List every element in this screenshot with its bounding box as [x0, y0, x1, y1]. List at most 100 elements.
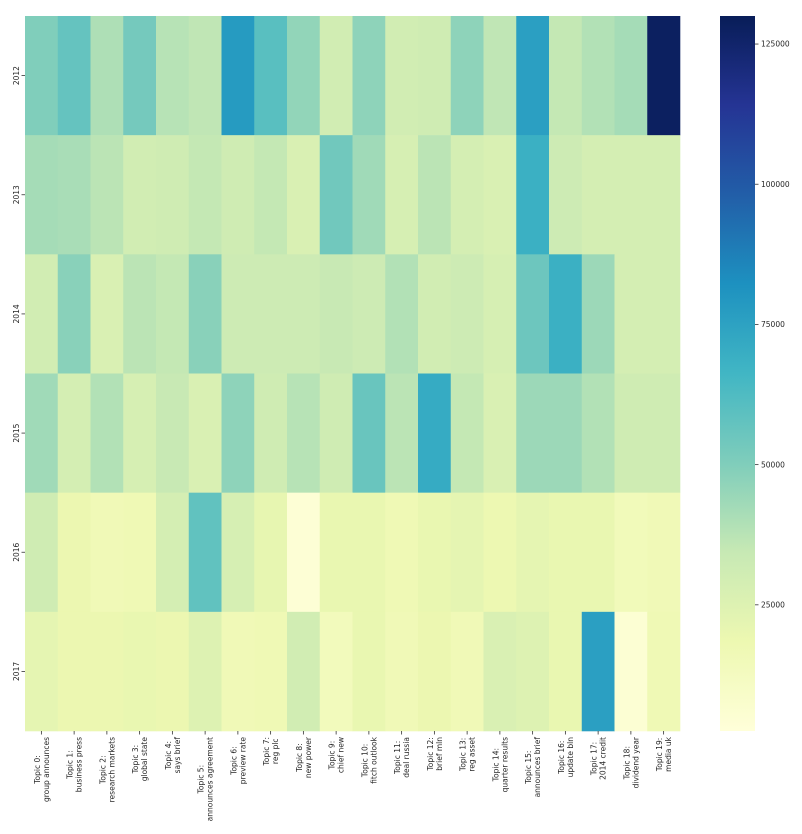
heatmap-cell: [614, 135, 648, 255]
x-tick-label-line: Topic 0:: [33, 755, 42, 785]
heatmap-cell: [483, 254, 517, 374]
heatmap-cell: [221, 373, 255, 493]
heatmap-cell: [483, 16, 517, 136]
colorbar-gradient: [720, 16, 755, 731]
heatmap-cell: [254, 373, 288, 493]
x-tick-label-line: update bln: [566, 737, 575, 778]
x-tick-label-line: says brief: [173, 737, 182, 774]
heatmap-cell: [647, 611, 681, 732]
heatmap-cell: [188, 373, 222, 493]
heatmap-cell: [287, 492, 321, 613]
heatmap-cell: [581, 492, 615, 613]
heatmap-cell: [418, 611, 452, 732]
heatmap-cell: [581, 254, 615, 374]
heatmap-cell: [25, 254, 59, 374]
x-axis: Topic 0: group announces Topic 1: business …: [33, 731, 673, 821]
heatmap-cell: [385, 373, 419, 493]
heatmap-cell: [450, 373, 484, 493]
x-tick-label-line: Topic 17:: [590, 742, 599, 776]
colorbar-tick-label: 100000: [761, 180, 790, 189]
x-tick-label-line: Topic 7:: [262, 737, 271, 767]
heatmap-cell: [483, 373, 517, 493]
heatmap-cell: [319, 492, 353, 613]
heatmap-cell: [25, 373, 59, 493]
heatmap-cell: [614, 254, 648, 374]
heatmap-cell: [287, 16, 321, 136]
x-tick-label-line: Topic 6:: [229, 746, 238, 776]
heatmap-cell: [581, 611, 615, 732]
x-tick-label: Topic 13: reg asset: [459, 737, 477, 772]
heatmap-cell: [123, 492, 157, 613]
heatmap-cell: [156, 135, 190, 255]
heatmap-cell: [647, 373, 681, 493]
x-tick-label: Topic 18: dividend year: [622, 736, 640, 788]
colorbar-tick-label: 50000: [761, 460, 785, 469]
heatmap-cell: [516, 135, 550, 255]
x-tick-label-line: deal russia: [402, 737, 411, 778]
heatmap-cell: [581, 135, 615, 255]
heatmap-cell: [123, 135, 157, 255]
x-tick-label-line: quarter results: [500, 737, 509, 792]
heatmap-cell: [221, 492, 255, 613]
x-tick-label: Topic 6: preview rate: [229, 737, 247, 785]
x-tick-label: Topic 14: quarter results: [491, 737, 509, 792]
heatmap-cell: [156, 16, 190, 136]
heatmap-cell: [385, 135, 419, 255]
colorbar-ticks: 25000 50000 75000 100000 125000: [755, 40, 790, 610]
heatmap-cell: [57, 254, 91, 374]
heatmap-cell: [581, 16, 615, 136]
x-tick-label: Topic 5: announces agreement: [197, 737, 215, 821]
x-tick-label-line: research markets: [107, 737, 116, 802]
heatmap-cell: [254, 492, 288, 613]
heatmap-cell: [57, 135, 91, 255]
x-tick-label-line: Topic 2:: [98, 755, 107, 785]
x-tick-label: Topic 8: new power: [295, 736, 313, 778]
x-tick-label-line: Topic 13:: [459, 738, 468, 772]
heatmap-cell: [549, 254, 583, 374]
heatmap-cell: [188, 611, 222, 732]
heatmap-cell: [614, 373, 648, 493]
heatmap-cell: [450, 492, 484, 613]
heatmap-cell: [188, 254, 222, 374]
heatmap-cell: [90, 254, 124, 374]
heatmap-cell: [156, 611, 190, 732]
heatmap-cell: [647, 254, 681, 374]
x-tick-label-line: reg asset: [468, 737, 477, 772]
x-tick-label-line: chief new: [337, 737, 346, 773]
x-tick-label-line: group announces: [42, 737, 51, 802]
x-tick-label-line: Topic 1:: [66, 750, 75, 780]
heatmap-cell: [418, 16, 452, 136]
heatmap-cell: [90, 16, 124, 136]
heatmap-cell: [319, 16, 353, 136]
heatmap-cell: [450, 16, 484, 136]
x-tick-label-line: media uk: [664, 736, 673, 771]
heatmap-cell: [450, 611, 484, 732]
heatmap-cell: [418, 373, 452, 493]
y-tick-label: 2016: [12, 542, 21, 561]
x-tick-label-line: brief mln: [435, 737, 444, 771]
x-tick-label-line: Topic 18:: [622, 746, 631, 780]
heatmap-cell: [549, 373, 583, 493]
heatmap-cell: [614, 611, 648, 732]
x-tick-label-line: business press: [75, 737, 84, 792]
heatmap-cell: [549, 16, 583, 136]
heatmap-cell: [287, 135, 321, 255]
heatmap-cell: [647, 16, 681, 136]
heatmap-cell: [221, 611, 255, 732]
heatmap-cell: [156, 373, 190, 493]
x-tick-label-line: Topic 8:: [295, 743, 304, 773]
heatmap-cell: [156, 254, 190, 374]
x-tick-label-line: reg plc: [271, 738, 280, 764]
heatmap-cell: [25, 611, 59, 732]
heatmap-cell: [614, 16, 648, 136]
heatmap-cell: [549, 135, 583, 255]
heatmap-cell: [319, 135, 353, 255]
heatmap-cell: [57, 492, 91, 613]
y-tick-label: 2015: [12, 423, 21, 442]
x-tick-label: Topic 9: chief new: [328, 737, 346, 773]
heatmap-cell: [549, 492, 583, 613]
x-tick-label: Topic 10: fitch outlook: [360, 736, 378, 783]
heatmap-cell: [385, 16, 419, 136]
heatmap-cell: [516, 16, 550, 136]
heatmap-cell: [287, 254, 321, 374]
